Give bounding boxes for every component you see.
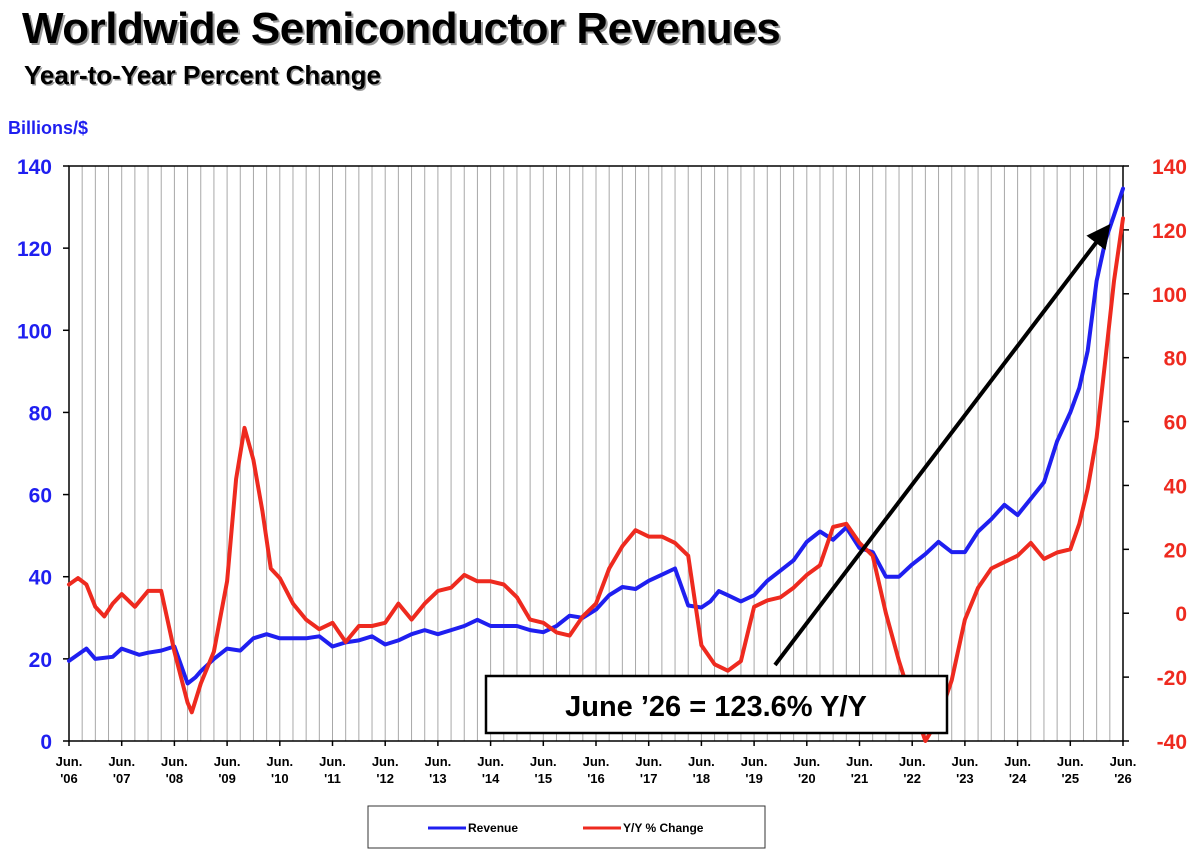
- x-tick-label-month: Jun.: [952, 754, 979, 769]
- x-tick-label-year: '08: [166, 771, 184, 786]
- right-y-tick-label: 100: [1152, 284, 1187, 307]
- x-tick-label-year: '24: [1009, 771, 1027, 786]
- x-tick-label-month: Jun.: [583, 754, 610, 769]
- x-tick-label-year: '26: [1114, 771, 1132, 786]
- x-tick-label-year: '18: [693, 771, 711, 786]
- x-tick-label-month: Jun.: [372, 754, 399, 769]
- legend: Revenue Y/Y % Change: [367, 805, 766, 849]
- x-tick-label-month: Jun.: [266, 754, 293, 769]
- right-y-tick-label: -40: [1157, 731, 1187, 754]
- x-tick-label-month: Jun.: [899, 754, 926, 769]
- x-tick-label-year: '15: [535, 771, 553, 786]
- x-tick-label-month: Jun.: [793, 754, 820, 769]
- annotation-text: June ’26 = 123.6% Y/Y: [565, 691, 867, 723]
- x-tick-label-month: Jun.: [635, 754, 662, 769]
- left-y-tick-label: 40: [29, 567, 52, 590]
- left-y-axis: 0 20 40 60 80 100 120 140: [17, 156, 69, 754]
- right-y-tick-label: 0: [1175, 603, 1187, 626]
- x-tick-label-month: Jun.: [1110, 754, 1137, 769]
- legend-label-revenue: Revenue: [468, 821, 518, 835]
- left-y-tick-label: 0: [40, 731, 52, 754]
- left-y-tick-label: 20: [29, 649, 52, 672]
- x-tick-label-year: '22: [903, 771, 921, 786]
- left-y-tick-label: 60: [29, 485, 52, 508]
- right-y-tick-label: 20: [1164, 539, 1187, 562]
- chart-subtitle: Year-to-Year Percent Change: [24, 60, 381, 90]
- x-tick-label-month: Jun.: [425, 754, 452, 769]
- right-y-tick-label: 60: [1164, 412, 1187, 435]
- annotation-box: June ’26 = 123.6% Y/Y: [484, 674, 949, 735]
- x-tick-label-year: '20: [798, 771, 816, 786]
- x-tick-label-month: Jun.: [741, 754, 768, 769]
- x-tick-label-month: Jun.: [1004, 754, 1031, 769]
- x-tick-label-year: '17: [640, 771, 658, 786]
- right-y-tick-label: 120: [1152, 220, 1187, 243]
- x-tick-label-year: '13: [429, 771, 447, 786]
- x-tick-label-month: Jun.: [214, 754, 241, 769]
- x-tick-label-year: '10: [271, 771, 289, 786]
- left-y-tick-label: 80: [29, 402, 52, 425]
- x-axis: Jun. '06 Jun. '07 Jun. '08 Jun. '09 Jun. '10 Jun. '…: [56, 741, 1137, 786]
- x-tick-label-year: '09: [218, 771, 236, 786]
- x-tick-label-year: '14: [482, 771, 500, 786]
- series: [67, 186, 1125, 743]
- yy-change-series-line: [67, 216, 1125, 743]
- x-tick-label-year: '11: [324, 771, 341, 786]
- left-y-tick-label: 100: [17, 320, 52, 343]
- right-y-tick-label: 40: [1164, 475, 1187, 498]
- x-tick-label-month: Jun.: [56, 754, 83, 769]
- right-y-tick-label: -20: [1157, 667, 1187, 690]
- x-tick-label-month: Jun.: [1057, 754, 1084, 769]
- left-y-tick-label: 140: [17, 156, 52, 179]
- x-tick-label-year: '06: [60, 771, 78, 786]
- right-y-tick-label: 140: [1152, 156, 1187, 179]
- x-tick-label-year: '19: [745, 771, 763, 786]
- revenue-series-line: [67, 186, 1125, 686]
- right-y-tick-label: 80: [1164, 348, 1187, 371]
- x-tick-label-month: Jun.: [319, 754, 346, 769]
- annotation-arrow: [773, 223, 1111, 667]
- x-tick-label-month: Jun.: [846, 754, 873, 769]
- x-tick-label-month: Jun.: [530, 754, 557, 769]
- left-y-tick-label: 120: [17, 238, 52, 261]
- x-tick-label-year: '21: [851, 771, 869, 786]
- right-y-axis: -40 -20 0 20 40 60 80 100 120 140: [1123, 156, 1187, 754]
- x-tick-label-month: Jun.: [108, 754, 135, 769]
- x-tick-label-month: Jun.: [161, 754, 188, 769]
- legend-label-yy: Y/Y % Change: [623, 821, 704, 835]
- x-tick-label-year: '25: [1062, 771, 1080, 786]
- x-tick-label-year: '12: [376, 771, 394, 786]
- x-tick-label-month: Jun.: [688, 754, 715, 769]
- x-tick-label-year: '16: [587, 771, 605, 786]
- x-tick-label-year: '07: [113, 771, 131, 786]
- x-tick-label-year: '23: [956, 771, 974, 786]
- left-axis-unit-label: Billions/$: [8, 118, 88, 138]
- chart-title: Worldwide Semiconductor Revenues: [22, 4, 781, 53]
- x-tick-label-month: Jun.: [477, 754, 504, 769]
